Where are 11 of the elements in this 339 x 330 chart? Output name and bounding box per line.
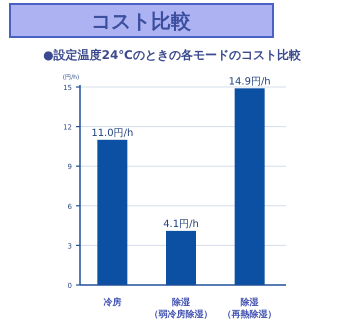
chart-title: コスト比較	[91, 9, 192, 33]
data-label: 11.0円/h	[91, 128, 134, 139]
bar	[166, 230, 196, 285]
x-tick-label: 除湿（弱冷房除湿）	[150, 297, 212, 320]
x-tick-label: 冷房	[103, 297, 122, 308]
chart-subtitle: ●設定温度24℃のときの各モードのコスト比較	[43, 48, 302, 62]
x-tick-label: 除湿（再熱除湿）	[222, 297, 277, 320]
bar	[234, 88, 265, 285]
data-label: 14.9円/h	[228, 76, 271, 88]
bar	[97, 140, 128, 285]
data-label: 4.1円/h	[163, 218, 199, 230]
